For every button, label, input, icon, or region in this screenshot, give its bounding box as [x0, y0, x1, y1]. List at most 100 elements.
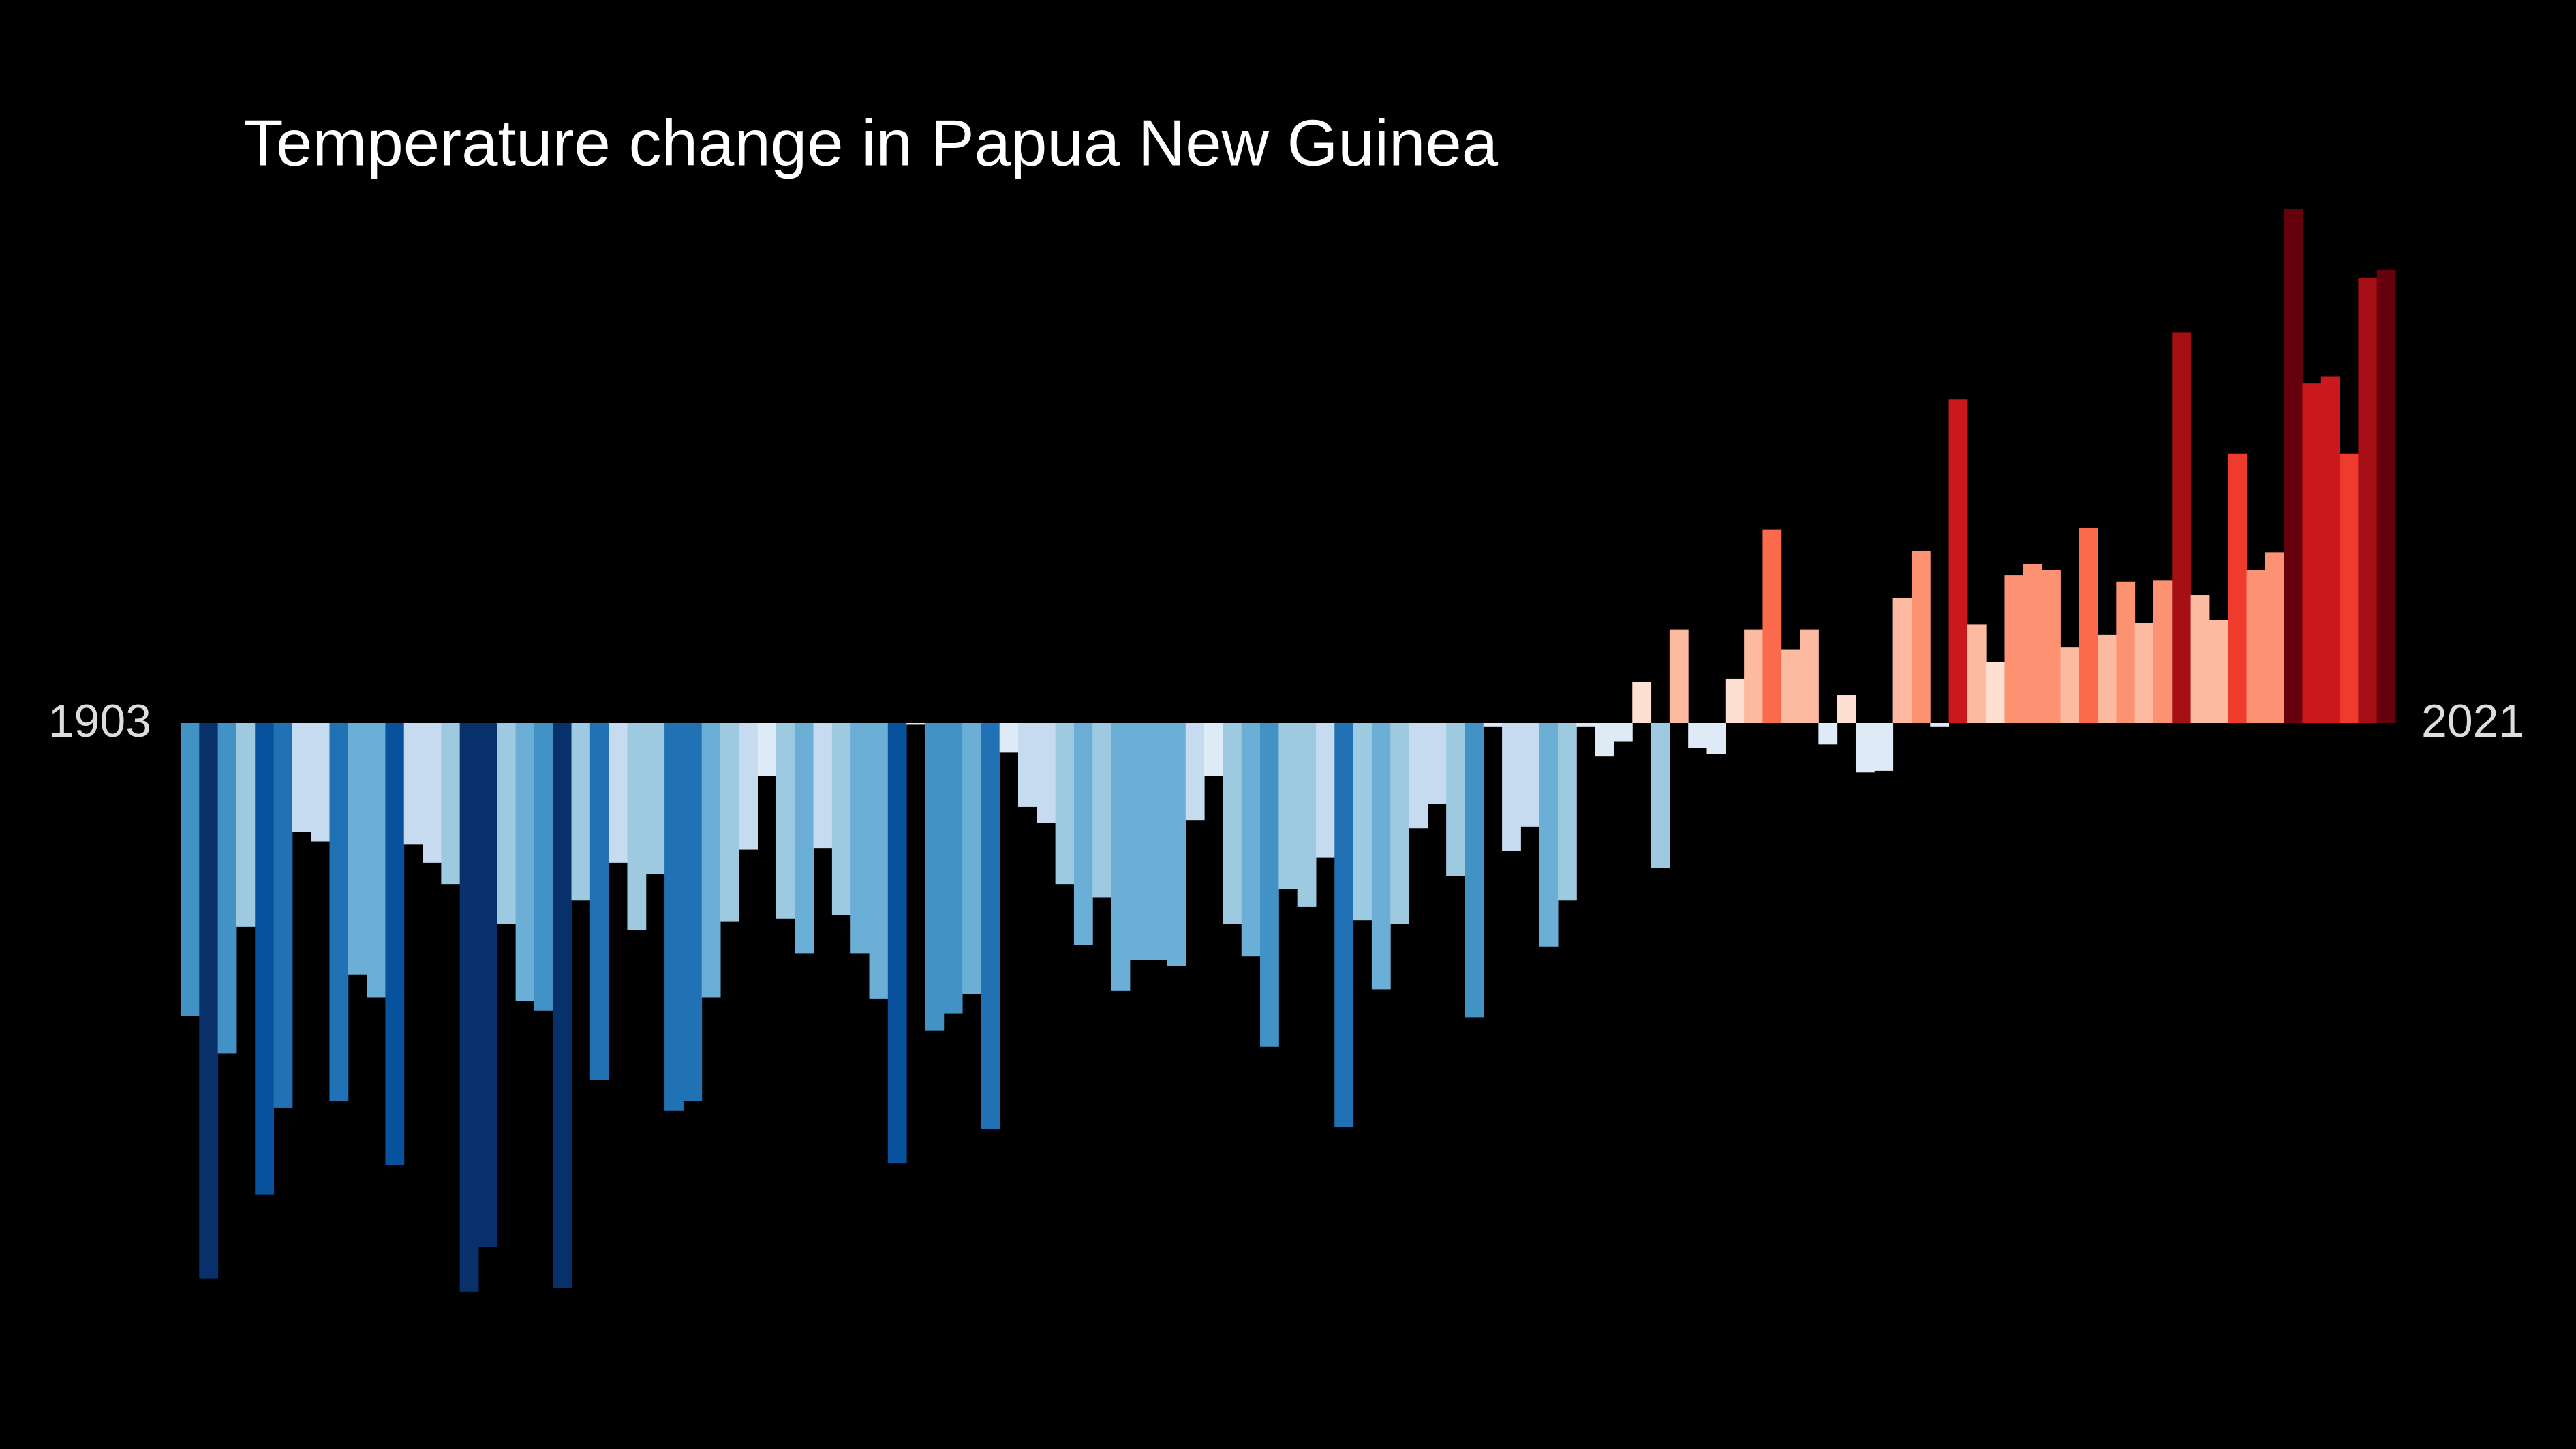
bar — [739, 723, 758, 850]
bar — [2153, 580, 2173, 723]
bar — [1037, 723, 1056, 824]
bar — [850, 723, 870, 954]
bar — [553, 723, 572, 1289]
bar — [2079, 528, 2098, 723]
bar — [1427, 723, 1447, 804]
bar — [757, 723, 777, 776]
bar — [887, 723, 907, 1163]
bar — [1111, 723, 1131, 991]
bar — [497, 723, 517, 924]
bar — [2376, 269, 2396, 724]
bar — [515, 723, 535, 1001]
bar — [1948, 399, 1968, 723]
bar — [1632, 682, 1652, 723]
bar — [981, 723, 1000, 1129]
bar — [1167, 723, 1186, 966]
bar — [1297, 723, 1317, 907]
bar — [2358, 277, 2378, 723]
bar — [385, 723, 405, 1165]
bar — [1483, 723, 1503, 727]
bar — [2172, 332, 2192, 723]
bar — [664, 723, 684, 1111]
bar — [869, 723, 889, 999]
bar — [795, 723, 814, 954]
bar — [1762, 529, 1782, 723]
bar — [645, 723, 665, 874]
bar — [2060, 647, 2080, 723]
bar — [1595, 723, 1614, 757]
bar — [1669, 629, 1689, 723]
bar — [311, 723, 330, 842]
bar — [2246, 570, 2266, 723]
bar — [1185, 723, 1205, 821]
bar — [1204, 723, 1223, 776]
bar — [1651, 723, 1670, 868]
bar — [1986, 662, 2005, 723]
bar — [1930, 723, 1950, 727]
bar — [2209, 620, 2228, 723]
bar — [831, 723, 851, 915]
bar — [236, 723, 256, 927]
bar — [813, 723, 833, 849]
bar — [906, 723, 925, 725]
bar — [1800, 629, 1819, 723]
bar — [2004, 575, 2024, 723]
bar — [2265, 552, 2284, 723]
bar — [1353, 723, 1373, 921]
bar — [292, 723, 311, 832]
bar — [589, 723, 609, 1080]
bar — [2023, 564, 2042, 723]
bar — [720, 723, 739, 922]
bar — [609, 723, 628, 863]
bar — [776, 723, 795, 919]
bar — [1073, 723, 1093, 945]
bar — [217, 723, 237, 1054]
bar — [1725, 678, 1745, 723]
bar — [1371, 723, 1391, 990]
bar — [199, 723, 219, 1279]
bar — [1688, 723, 1707, 748]
bar — [1613, 723, 1633, 742]
bar — [2116, 581, 2136, 723]
bar — [348, 723, 367, 975]
bar — [925, 723, 945, 1031]
bar — [534, 723, 553, 1011]
bar — [1148, 723, 1167, 960]
bar — [1818, 723, 1838, 745]
chart-title: Temperature change in Papua New Guinea — [243, 106, 1499, 179]
bar — [1558, 723, 1577, 901]
bar — [1855, 723, 1875, 773]
bar — [2228, 453, 2248, 723]
bar — [683, 723, 703, 1101]
bar — [1967, 624, 1987, 723]
bar — [1465, 723, 1484, 1018]
bar — [367, 723, 386, 998]
bar — [255, 723, 275, 1195]
bar — [1520, 723, 1540, 827]
bar — [273, 723, 293, 1108]
bar — [1446, 723, 1465, 876]
bar — [1260, 723, 1279, 1047]
bar — [181, 723, 200, 1016]
bar — [962, 723, 981, 994]
bar — [1334, 723, 1354, 1127]
bar — [1502, 723, 1521, 851]
bar — [1874, 723, 1894, 771]
bar — [1017, 723, 1037, 807]
bar — [1781, 649, 1800, 723]
bar — [1223, 723, 1242, 924]
bar — [1055, 723, 1075, 885]
bar — [2190, 595, 2210, 723]
bar — [1911, 550, 1931, 723]
bar — [1892, 598, 1912, 723]
bar — [423, 723, 442, 863]
bar — [1241, 723, 1261, 957]
bar — [1837, 695, 1856, 723]
bar — [2302, 383, 2322, 723]
bar — [1576, 723, 1596, 727]
bar — [2134, 622, 2154, 723]
bar — [2042, 570, 2061, 723]
bar — [1092, 723, 1112, 898]
bar — [403, 723, 423, 845]
